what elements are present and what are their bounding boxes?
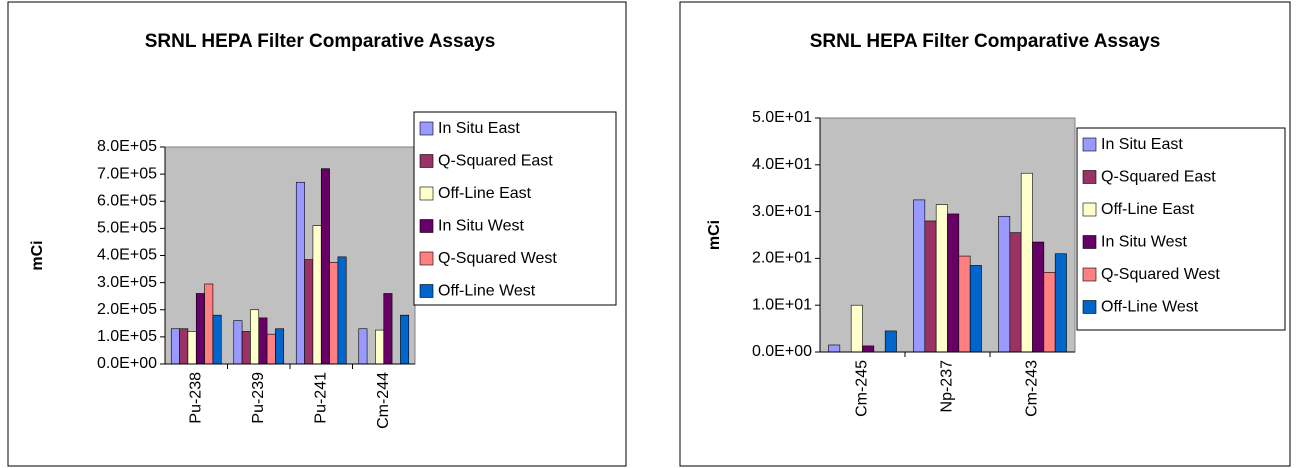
bar <box>179 328 189 365</box>
y-tick-label: 4.0E+05 <box>97 247 157 264</box>
legend <box>413 111 617 306</box>
bar <box>828 344 841 353</box>
bar <box>170 328 180 365</box>
legend-swatch <box>419 154 434 168</box>
bar <box>337 256 347 365</box>
y-tick-label: 7.0E+05 <box>97 165 157 182</box>
legend-label: Off-Line East <box>438 185 532 202</box>
y-tick-label: 3.0E+01 <box>752 203 812 220</box>
bar <box>862 345 875 353</box>
y-axis-label: mCi <box>29 240 46 270</box>
bar <box>358 328 368 365</box>
legend-label: In Situ East <box>1101 136 1183 153</box>
legend-swatch <box>419 121 434 136</box>
bar <box>258 317 268 365</box>
legend-label: Q-Squared East <box>438 153 553 170</box>
x-tick-label: Pu-239 <box>250 372 267 424</box>
bar <box>935 204 948 353</box>
y-tick-label: 2.0E+05 <box>97 301 157 318</box>
bar <box>1009 232 1022 353</box>
legend-swatch <box>1082 137 1097 152</box>
legend-swatch <box>1082 170 1097 184</box>
bar <box>312 225 322 365</box>
bar <box>204 283 214 365</box>
legend-swatch <box>1082 267 1097 282</box>
bar <box>187 331 197 365</box>
bar <box>212 314 222 365</box>
y-tick-label: 1.0E+05 <box>97 328 157 345</box>
bar <box>250 309 260 365</box>
bar <box>320 168 330 365</box>
bar <box>1032 241 1045 353</box>
chart-title: SRNL HEPA Filter Comparative Assays <box>145 31 496 52</box>
bar <box>947 213 960 353</box>
legend-label: Q-Squared East <box>1101 169 1216 186</box>
bar <box>1054 253 1067 353</box>
bar <box>233 320 243 365</box>
x-tick-label: Pu-241 <box>312 372 329 424</box>
bar <box>329 261 339 365</box>
y-tick-label: 4.0E+01 <box>752 156 812 173</box>
bar <box>850 304 863 353</box>
legend-label: In Situ West <box>1101 234 1188 251</box>
y-tick-label: 8.0E+05 <box>97 138 157 155</box>
bar <box>1020 172 1033 353</box>
bar <box>998 215 1011 353</box>
legend-label: Q-Squared West <box>1101 266 1220 283</box>
bar <box>913 199 926 353</box>
bar <box>383 293 393 365</box>
bar <box>241 331 251 365</box>
x-tick-label: Cm-245 <box>854 360 871 417</box>
y-axis-label: mCi <box>706 220 723 250</box>
legend <box>1076 127 1286 331</box>
y-tick-label: 5.0E+01 <box>752 109 812 126</box>
legend-swatch <box>1082 235 1097 249</box>
y-tick-label: 0.0E+00 <box>97 355 157 372</box>
y-tick-label: 6.0E+05 <box>97 192 157 209</box>
bar <box>969 265 982 353</box>
legend-label: Off-Line West <box>438 283 536 300</box>
bar <box>958 255 971 353</box>
bar <box>266 333 276 365</box>
legend-label: In Situ East <box>438 120 520 137</box>
bar <box>400 314 410 365</box>
x-tick-label: Pu-238 <box>187 372 204 424</box>
bar <box>375 329 385 365</box>
bar <box>884 330 897 353</box>
bar <box>924 220 937 353</box>
x-tick-label: Np-237 <box>939 360 956 413</box>
y-tick-label: 2.0E+01 <box>752 250 812 267</box>
legend-swatch <box>419 251 434 266</box>
chart-title: SRNL HEPA Filter Comparative Assays <box>810 31 1161 52</box>
y-tick-label: 3.0E+05 <box>97 274 157 291</box>
legend-label: Off-Line West <box>1101 299 1199 316</box>
legend-label: Q-Squared West <box>438 250 557 267</box>
x-tick-label: Cm-243 <box>1024 360 1041 417</box>
x-tick-label: Cm-244 <box>375 372 392 429</box>
legend-swatch <box>419 284 434 298</box>
legend-label: Off-Line East <box>1101 201 1195 218</box>
y-tick-label: 1.0E+01 <box>752 296 812 313</box>
y-tick-label: 5.0E+05 <box>97 220 157 237</box>
y-tick-label: 0.0E+00 <box>752 343 812 360</box>
bar <box>275 328 285 365</box>
legend-swatch <box>419 219 434 233</box>
bar <box>304 259 314 365</box>
bar <box>1043 272 1056 353</box>
bar <box>295 181 305 365</box>
bar <box>195 293 205 365</box>
legend-swatch <box>1082 300 1097 314</box>
legend-label: In Situ West <box>438 218 525 235</box>
legend-swatch <box>1082 202 1097 217</box>
legend-swatch <box>419 186 434 201</box>
